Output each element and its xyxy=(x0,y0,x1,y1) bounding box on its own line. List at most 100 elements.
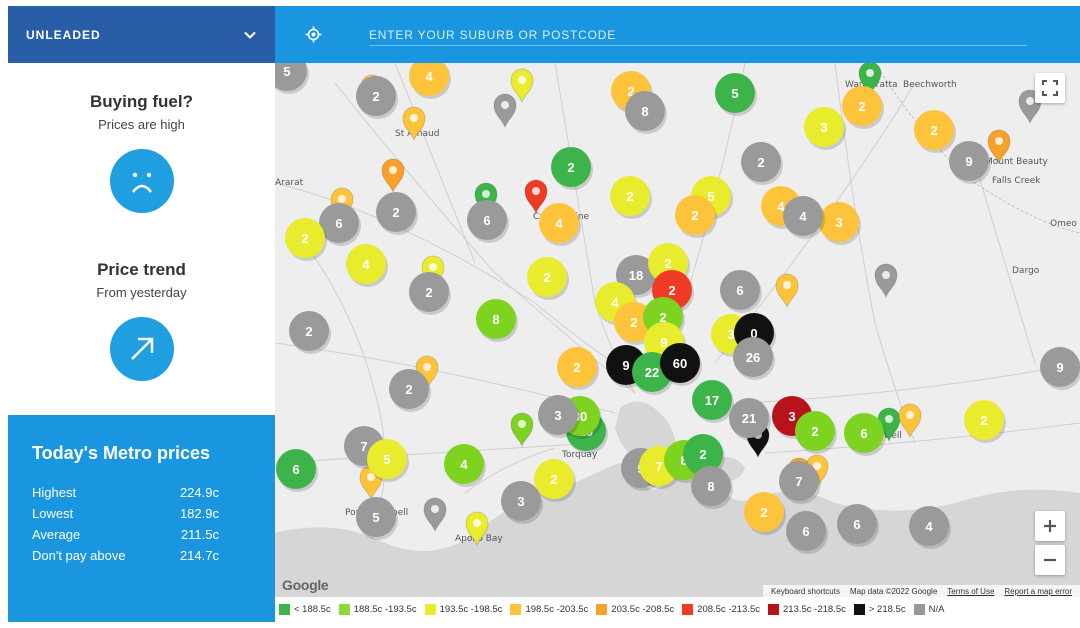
station-pin[interactable] xyxy=(465,511,489,547)
station-pin[interactable] xyxy=(510,68,534,104)
station-cluster[interactable]: 6 xyxy=(720,270,762,313)
station-cluster[interactable]: 6 xyxy=(837,504,879,547)
station-pin[interactable] xyxy=(898,403,922,439)
station-cluster[interactable]: 2 xyxy=(409,272,451,315)
station-cluster[interactable]: 2 xyxy=(356,76,398,119)
station-cluster[interactable]: 26 xyxy=(733,337,775,380)
station-pin[interactable] xyxy=(524,179,548,215)
station-cluster[interactable]: 2 xyxy=(675,195,717,238)
station-cluster[interactable]: 6 xyxy=(786,511,828,554)
keyboard-shortcuts-link[interactable]: Keyboard shortcuts xyxy=(771,586,840,596)
cluster-circle xyxy=(539,203,579,243)
station-pin[interactable] xyxy=(775,273,799,309)
terms-link[interactable]: Terms of Use xyxy=(947,586,995,596)
report-error-link[interactable]: Report a map error xyxy=(1004,586,1072,596)
arrow-up-right-icon xyxy=(109,317,174,381)
station-cluster[interactable]: 2 xyxy=(795,411,837,454)
station-cluster[interactable]: 7 xyxy=(779,461,821,504)
station-cluster[interactable]: 2 xyxy=(842,86,884,129)
station-cluster[interactable]: 2 xyxy=(964,400,1006,443)
station-cluster[interactable]: 9 xyxy=(1040,347,1080,390)
cluster-circle xyxy=(786,511,826,551)
station-cluster[interactable]: 9 xyxy=(949,141,991,184)
search-bar xyxy=(275,6,1080,63)
legend-item: N/A xyxy=(913,604,944,615)
station-cluster[interactable]: 21 xyxy=(729,398,771,441)
station-cluster[interactable]: 5 xyxy=(715,73,757,116)
station-pin[interactable] xyxy=(381,158,405,194)
cluster-circle xyxy=(837,504,877,544)
station-cluster[interactable]: 2 xyxy=(289,311,331,354)
zoom-out-button[interactable] xyxy=(1035,545,1065,575)
legend-label: > 218.5c xyxy=(868,604,906,615)
station-cluster[interactable]: 2 xyxy=(527,257,569,300)
station-cluster[interactable]: 5 xyxy=(275,63,309,94)
station-cluster[interactable]: 6 xyxy=(319,203,361,246)
google-logo: Google xyxy=(282,577,329,593)
station-cluster[interactable]: 4 xyxy=(444,444,486,487)
map-attribution: Keyboard shortcuts Map data ©2022 Google… xyxy=(763,585,1080,597)
cluster-count: 3 xyxy=(517,494,524,509)
station-cluster[interactable]: 2 xyxy=(376,192,418,235)
station-cluster[interactable]: 3 xyxy=(819,202,861,245)
station-cluster[interactable]: 6 xyxy=(844,413,886,456)
pin-dot xyxy=(338,195,346,203)
station-cluster[interactable]: 3 xyxy=(804,107,846,150)
station-pin[interactable] xyxy=(423,497,447,533)
station-cluster[interactable]: 5 xyxy=(356,497,398,540)
fuel-type-dropdown[interactable]: UNLEADED xyxy=(8,6,275,63)
map-area[interactable]: Wangaratta Beechworth St Arnaud Mount Be… xyxy=(275,63,1080,597)
station-cluster[interactable]: 8 xyxy=(625,91,667,134)
station-cluster[interactable]: 4 xyxy=(783,196,825,239)
station-cluster[interactable]: 2 xyxy=(557,347,599,390)
station-cluster[interactable]: 4 xyxy=(409,63,451,99)
station-cluster[interactable]: 3 xyxy=(538,395,580,438)
station-pin[interactable] xyxy=(510,412,534,448)
station-cluster[interactable]: 4 xyxy=(539,203,581,246)
station-pin[interactable] xyxy=(493,93,517,129)
suburb-search-input[interactable] xyxy=(369,24,1027,46)
station-cluster[interactable]: 60 xyxy=(660,343,702,386)
fullscreen-button[interactable] xyxy=(1035,73,1065,103)
pin-dot xyxy=(1026,97,1034,105)
station-cluster[interactable]: 2 xyxy=(389,369,431,412)
station-cluster[interactable]: 8 xyxy=(476,299,518,342)
station-pin[interactable] xyxy=(402,106,426,142)
station-cluster[interactable]: 4 xyxy=(909,506,951,549)
station-cluster[interactable]: 17 xyxy=(692,380,734,423)
buying-fuel-block: Buying fuel? Prices are high xyxy=(8,92,275,213)
cluster-circle xyxy=(741,142,781,182)
map-canvas[interactable]: Wangaratta Beechworth St Arnaud Mount Be… xyxy=(275,63,1080,597)
cluster-circle xyxy=(557,347,597,387)
cluster-circle xyxy=(733,337,773,377)
cluster-circle xyxy=(467,200,507,240)
cluster-circle xyxy=(660,343,700,383)
station-cluster[interactable]: 5 xyxy=(367,439,409,482)
station-cluster[interactable]: 6 xyxy=(467,200,509,243)
station-pin[interactable] xyxy=(874,263,898,299)
legend-item: 193.5c -198.5c xyxy=(424,604,502,615)
cluster-circle xyxy=(715,73,755,113)
cluster-count: 8 xyxy=(680,453,687,468)
station-cluster[interactable]: 2 xyxy=(610,176,652,219)
station-cluster[interactable]: 8 xyxy=(691,466,733,509)
cluster-count: 6 xyxy=(335,216,342,231)
station-cluster[interactable]: 2 xyxy=(534,459,576,502)
cluster-count: 8 xyxy=(707,479,714,494)
station-pin[interactable] xyxy=(987,129,1011,165)
station-cluster[interactable]: 6 xyxy=(276,449,318,492)
station-cluster[interactable]: 2 xyxy=(744,492,786,535)
station-cluster[interactable]: 2 xyxy=(551,147,593,190)
pin-dot xyxy=(518,76,526,84)
cluster-circle xyxy=(1040,347,1080,387)
station-cluster[interactable]: 4 xyxy=(346,244,388,287)
station-cluster[interactable]: 2 xyxy=(741,142,783,185)
zoom-in-button[interactable] xyxy=(1035,511,1065,541)
station-pin[interactable] xyxy=(858,63,882,97)
station-cluster[interactable]: 3 xyxy=(501,481,543,524)
cluster-count: 2 xyxy=(811,424,818,439)
station-cluster[interactable]: 2 xyxy=(285,218,327,261)
locate-icon[interactable] xyxy=(305,26,322,43)
station-cluster[interactable]: 2 xyxy=(914,110,956,153)
legend-label: 213.5c -218.5c xyxy=(783,604,846,615)
